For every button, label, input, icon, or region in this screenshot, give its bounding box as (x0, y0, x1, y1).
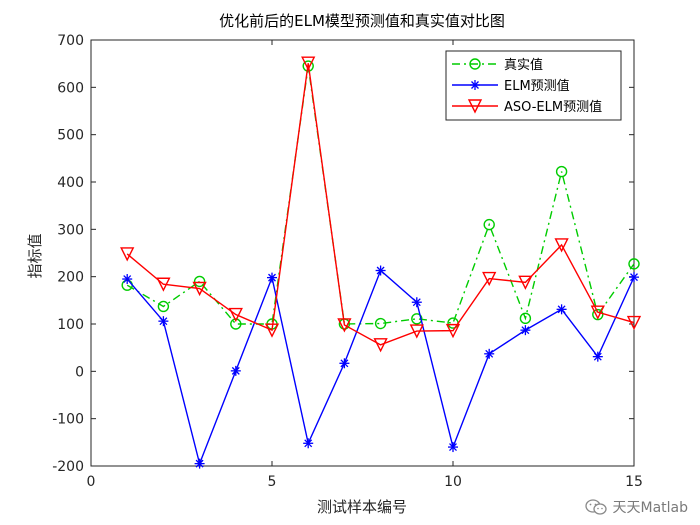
y-tick-label: 400 (57, 175, 84, 191)
y-tick-label: 600 (57, 80, 84, 96)
data-point (520, 325, 531, 336)
x-tick-label: 0 (87, 474, 96, 490)
legend-item: 真实值 (452, 57, 543, 73)
data-point (337, 318, 352, 333)
data-point (483, 218, 495, 231)
y-tick-label: -100 (52, 412, 84, 428)
series-line (126, 63, 635, 346)
watermark: 天天Matlab (585, 497, 688, 517)
x-tick-label: 5 (268, 474, 277, 490)
asterisk-stroke (485, 349, 494, 358)
asterisk-stroke (630, 273, 638, 282)
legend-label: 真实值 (504, 57, 543, 73)
data-point (302, 60, 314, 72)
data-point (448, 442, 458, 453)
asterisk-stroke (557, 305, 566, 314)
asterisk-stroke (412, 298, 421, 307)
data-point (554, 238, 569, 253)
data-point (267, 272, 277, 283)
watermark-text: 天天Matlab (612, 500, 688, 516)
x-tick-label: 10 (444, 474, 462, 490)
legend-marker (469, 58, 481, 70)
data-point (193, 275, 206, 288)
data-point (592, 351, 603, 362)
asterisk-stroke (159, 317, 168, 326)
legend-item: ELM预测值 (452, 78, 570, 94)
asterisk-stroke (449, 443, 457, 452)
legend-item: ASO-ELM预测值 (452, 99, 602, 115)
asterisk-stroke (195, 459, 204, 468)
legend-label: ASO-ELM预测值 (504, 99, 602, 115)
data-point (374, 317, 387, 330)
data-point (555, 165, 568, 178)
data-point (264, 323, 280, 338)
data-point (230, 365, 241, 376)
data-point (120, 247, 135, 262)
data-point (411, 313, 423, 325)
y-axis-title: 指标值 (26, 233, 44, 278)
data-point (629, 272, 639, 283)
wechat-icon (585, 499, 608, 515)
y-tick-label: 700 (57, 33, 84, 49)
data-point (445, 323, 461, 339)
data-point (339, 358, 350, 369)
data-point (556, 304, 567, 315)
legend: 真实值 ELM预测值 ASO-ELM预测值 (445, 50, 622, 121)
data-point (518, 275, 533, 290)
asterisk-stroke (593, 352, 602, 361)
chart-title: 优化前后的ELM模型预测值和真实值对比图 (219, 12, 505, 30)
data-point (482, 271, 497, 287)
asterisk-stroke (471, 81, 479, 89)
data-point (626, 315, 642, 331)
data-point (122, 274, 133, 285)
data-point (409, 324, 424, 339)
series-3 (120, 56, 642, 353)
y-tick-label: 500 (57, 128, 84, 144)
y-tick-label: 300 (57, 222, 84, 238)
axes-box (90, 39, 635, 467)
y-tick-label: -200 (52, 459, 84, 475)
data-point (192, 281, 207, 297)
x-axis-title: 测试样本编号 (317, 498, 407, 516)
asterisk-stroke (268, 273, 276, 282)
data-point (484, 348, 495, 359)
data-point (156, 277, 171, 292)
data-point (519, 312, 532, 325)
data-point (628, 258, 640, 270)
y-tick-label: 0 (75, 364, 84, 380)
data-point (158, 316, 169, 327)
data-point (373, 338, 388, 353)
asterisk-stroke (340, 359, 349, 368)
data-point (194, 458, 205, 469)
x-tick-label: 15 (625, 474, 643, 490)
asterisk-stroke (521, 326, 530, 335)
asterisk-stroke (376, 266, 385, 275)
asterisk-stroke (304, 439, 313, 448)
data-point (411, 297, 422, 308)
y-tick-label: 100 (57, 317, 84, 333)
data-point (301, 56, 316, 71)
asterisk-stroke (231, 366, 240, 375)
data-point (590, 305, 605, 320)
data-point (157, 300, 170, 313)
asterisk-stroke (123, 275, 132, 283)
data-point (303, 438, 314, 449)
data-point (228, 307, 243, 323)
y-tick-label: 200 (57, 270, 84, 286)
series-2 (122, 265, 639, 469)
legend-marker (467, 99, 483, 114)
legend-label: ELM预测值 (504, 78, 570, 94)
legend-marker (470, 80, 480, 90)
data-point (375, 265, 386, 276)
